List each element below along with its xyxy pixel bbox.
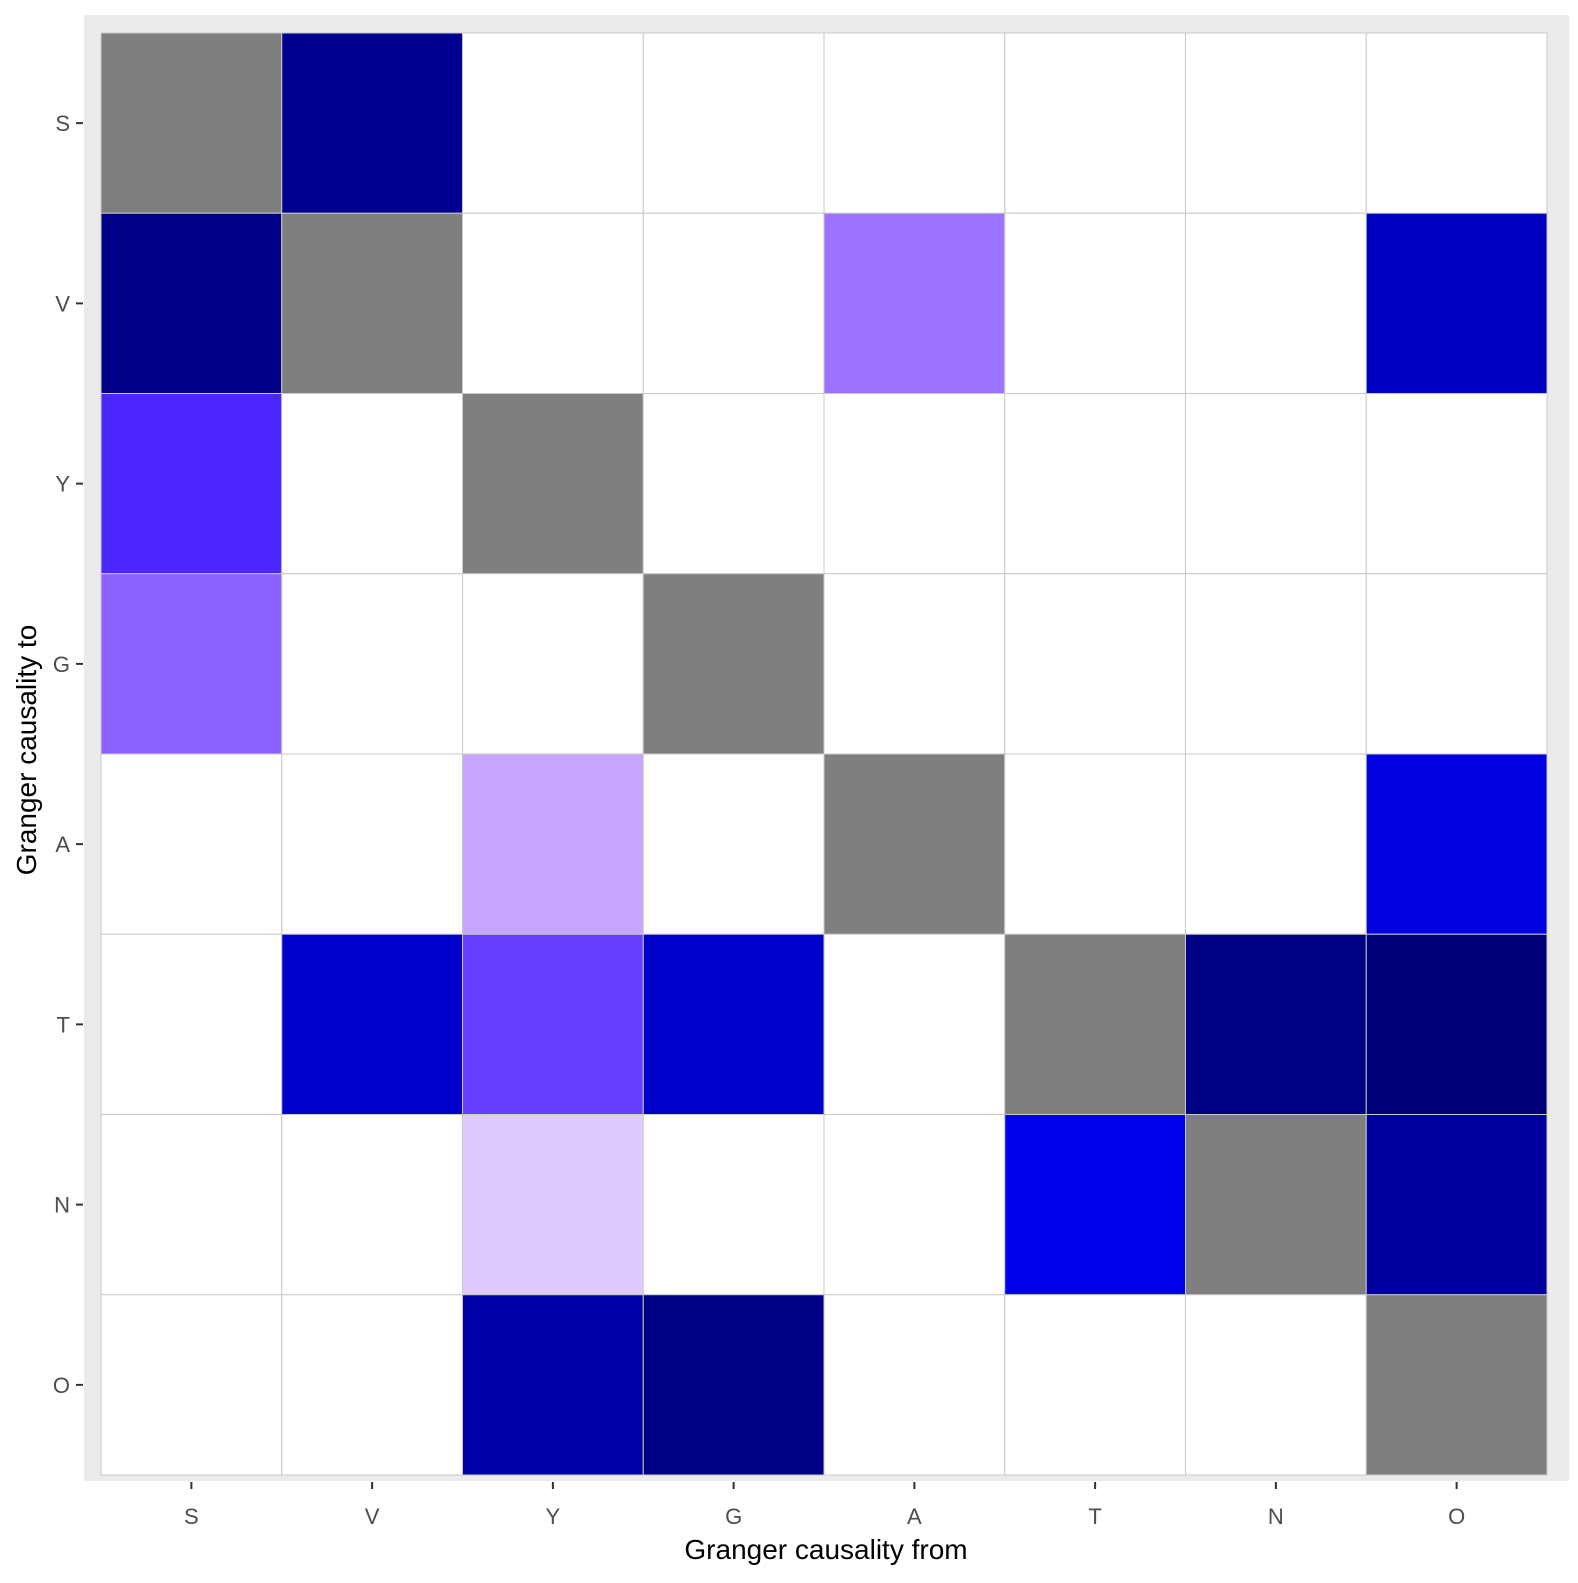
heatmap-cell-V-from-T (1004, 212, 1186, 394)
heatmap-cell-O-from-G (642, 1294, 825, 1476)
heatmap-cell-Y-from-Y (462, 393, 644, 575)
heatmap-cell-O-from-O (1365, 1294, 1548, 1476)
heatmap-cell-A-from-A (823, 753, 1006, 935)
axis-ticks: S V Y G A T N O S V Y G A T N O (53, 111, 1465, 1529)
y-tick-label: S (55, 111, 70, 136)
heatmap-cell-V-from-Y (462, 212, 644, 394)
x-tick-label: T (1088, 1504, 1101, 1529)
heatmap-cell-T-from-A (823, 933, 1006, 1115)
heatmap-cell-S-from-V (281, 32, 463, 214)
heatmap-cell-V-from-N (1185, 212, 1367, 394)
x-tick-label: S (184, 1504, 199, 1529)
x-tick-label: O (1448, 1504, 1465, 1529)
x-tick-label: G (725, 1504, 742, 1529)
heatmap-cell-N-from-V (281, 1114, 463, 1296)
heatmap-cell-N-from-A (823, 1114, 1006, 1296)
heatmap-cell-V-from-O (1365, 212, 1548, 394)
heatmap-cell-A-from-T (1004, 753, 1186, 935)
x-tick-label: V (365, 1504, 380, 1529)
y-tick-label: Y (55, 472, 70, 497)
y-tick-label: O (53, 1373, 70, 1398)
heatmap-cell-S-from-S (100, 32, 283, 214)
heatmap-cell-A-from-V (281, 753, 463, 935)
heatmap-cell-N-from-S (100, 1114, 283, 1296)
heatmap-cell-O-from-S (100, 1294, 283, 1476)
heatmap-cell-N-from-G (642, 1114, 825, 1296)
heatmap-cell-N-from-N (1185, 1114, 1367, 1296)
heatmap-cell-Y-from-T (1004, 393, 1186, 575)
heatmap-cell-V-from-G (642, 212, 825, 394)
heatmap-cell-G-from-Y (462, 573, 644, 755)
heatmap-cell-G-from-V (281, 573, 463, 755)
y-tick-label: G (53, 652, 70, 677)
heatmap-cell-O-from-Y (462, 1294, 644, 1476)
heatmap-cell-V-from-S (100, 212, 283, 394)
heatmap-cell-T-from-O (1365, 933, 1548, 1115)
heatmap-cell-G-from-G (642, 573, 825, 755)
x-tick-label: Y (546, 1504, 561, 1529)
x-tick-label: A (907, 1504, 922, 1529)
heatmap-cell-V-from-A (823, 212, 1006, 394)
y-tick-label: T (57, 1012, 70, 1037)
heatmap-cell-T-from-V (281, 933, 463, 1115)
heatmap-cell-G-from-A (823, 573, 1006, 755)
heatmap-cell-N-from-T (1004, 1114, 1186, 1296)
heatmap-cell-S-from-O (1365, 32, 1548, 214)
heatmap-cell-O-from-T (1004, 1294, 1186, 1476)
heatmap-cell-G-from-O (1365, 573, 1548, 755)
heatmap-cell-O-from-A (823, 1294, 1006, 1476)
heatmap-cell-S-from-G (642, 32, 825, 214)
heatmap-cell-T-from-S (100, 933, 283, 1115)
heatmap-cell-G-from-T (1004, 573, 1186, 755)
heatmap-cell-S-from-A (823, 32, 1006, 214)
heatmap-cell-N-from-O (1365, 1114, 1548, 1296)
heatmap-cell-T-from-T (1004, 933, 1186, 1115)
heatmap-cell-Y-from-A (823, 393, 1006, 575)
heatmap-cell-T-from-G (642, 933, 825, 1115)
heatmap-cell-N-from-Y (462, 1114, 644, 1296)
heatmap-cell-O-from-N (1185, 1294, 1367, 1476)
heatmap-cell-G-from-S (100, 573, 283, 755)
heatmap-cells (100, 32, 1548, 1476)
y-tick-label: A (55, 832, 70, 857)
heatmap-cell-S-from-T (1004, 32, 1186, 214)
heatmap-cell-T-from-N (1185, 933, 1367, 1115)
heatmap-cell-O-from-V (281, 1294, 463, 1476)
heatmap-cell-Y-from-S (100, 393, 283, 575)
y-tick-label: V (55, 291, 70, 316)
heatmap-cell-Y-from-V (281, 393, 463, 575)
x-axis-title: Granger causality from (684, 1534, 967, 1565)
heatmap-cell-S-from-Y (462, 32, 644, 214)
heatmap-cell-A-from-O (1365, 753, 1548, 935)
heatmap-cell-A-from-N (1185, 753, 1367, 935)
heatmap-cell-T-from-Y (462, 933, 644, 1115)
heatmap-cell-A-from-Y (462, 753, 644, 935)
y-axis-title: Granger causality to (11, 625, 42, 876)
y-tick-label: N (54, 1193, 70, 1218)
heatmap-cell-V-from-V (281, 212, 463, 394)
x-tick-label: N (1268, 1504, 1284, 1529)
heatmap-cell-Y-from-O (1365, 393, 1548, 575)
heatmap-cell-Y-from-G (642, 393, 825, 575)
heatmap-cell-A-from-G (642, 753, 825, 935)
heatmap-cell-S-from-N (1185, 32, 1367, 214)
heatmap-cell-G-from-N (1185, 573, 1367, 755)
heatmap-cell-Y-from-N (1185, 393, 1367, 575)
heatmap-cell-A-from-S (100, 753, 283, 935)
